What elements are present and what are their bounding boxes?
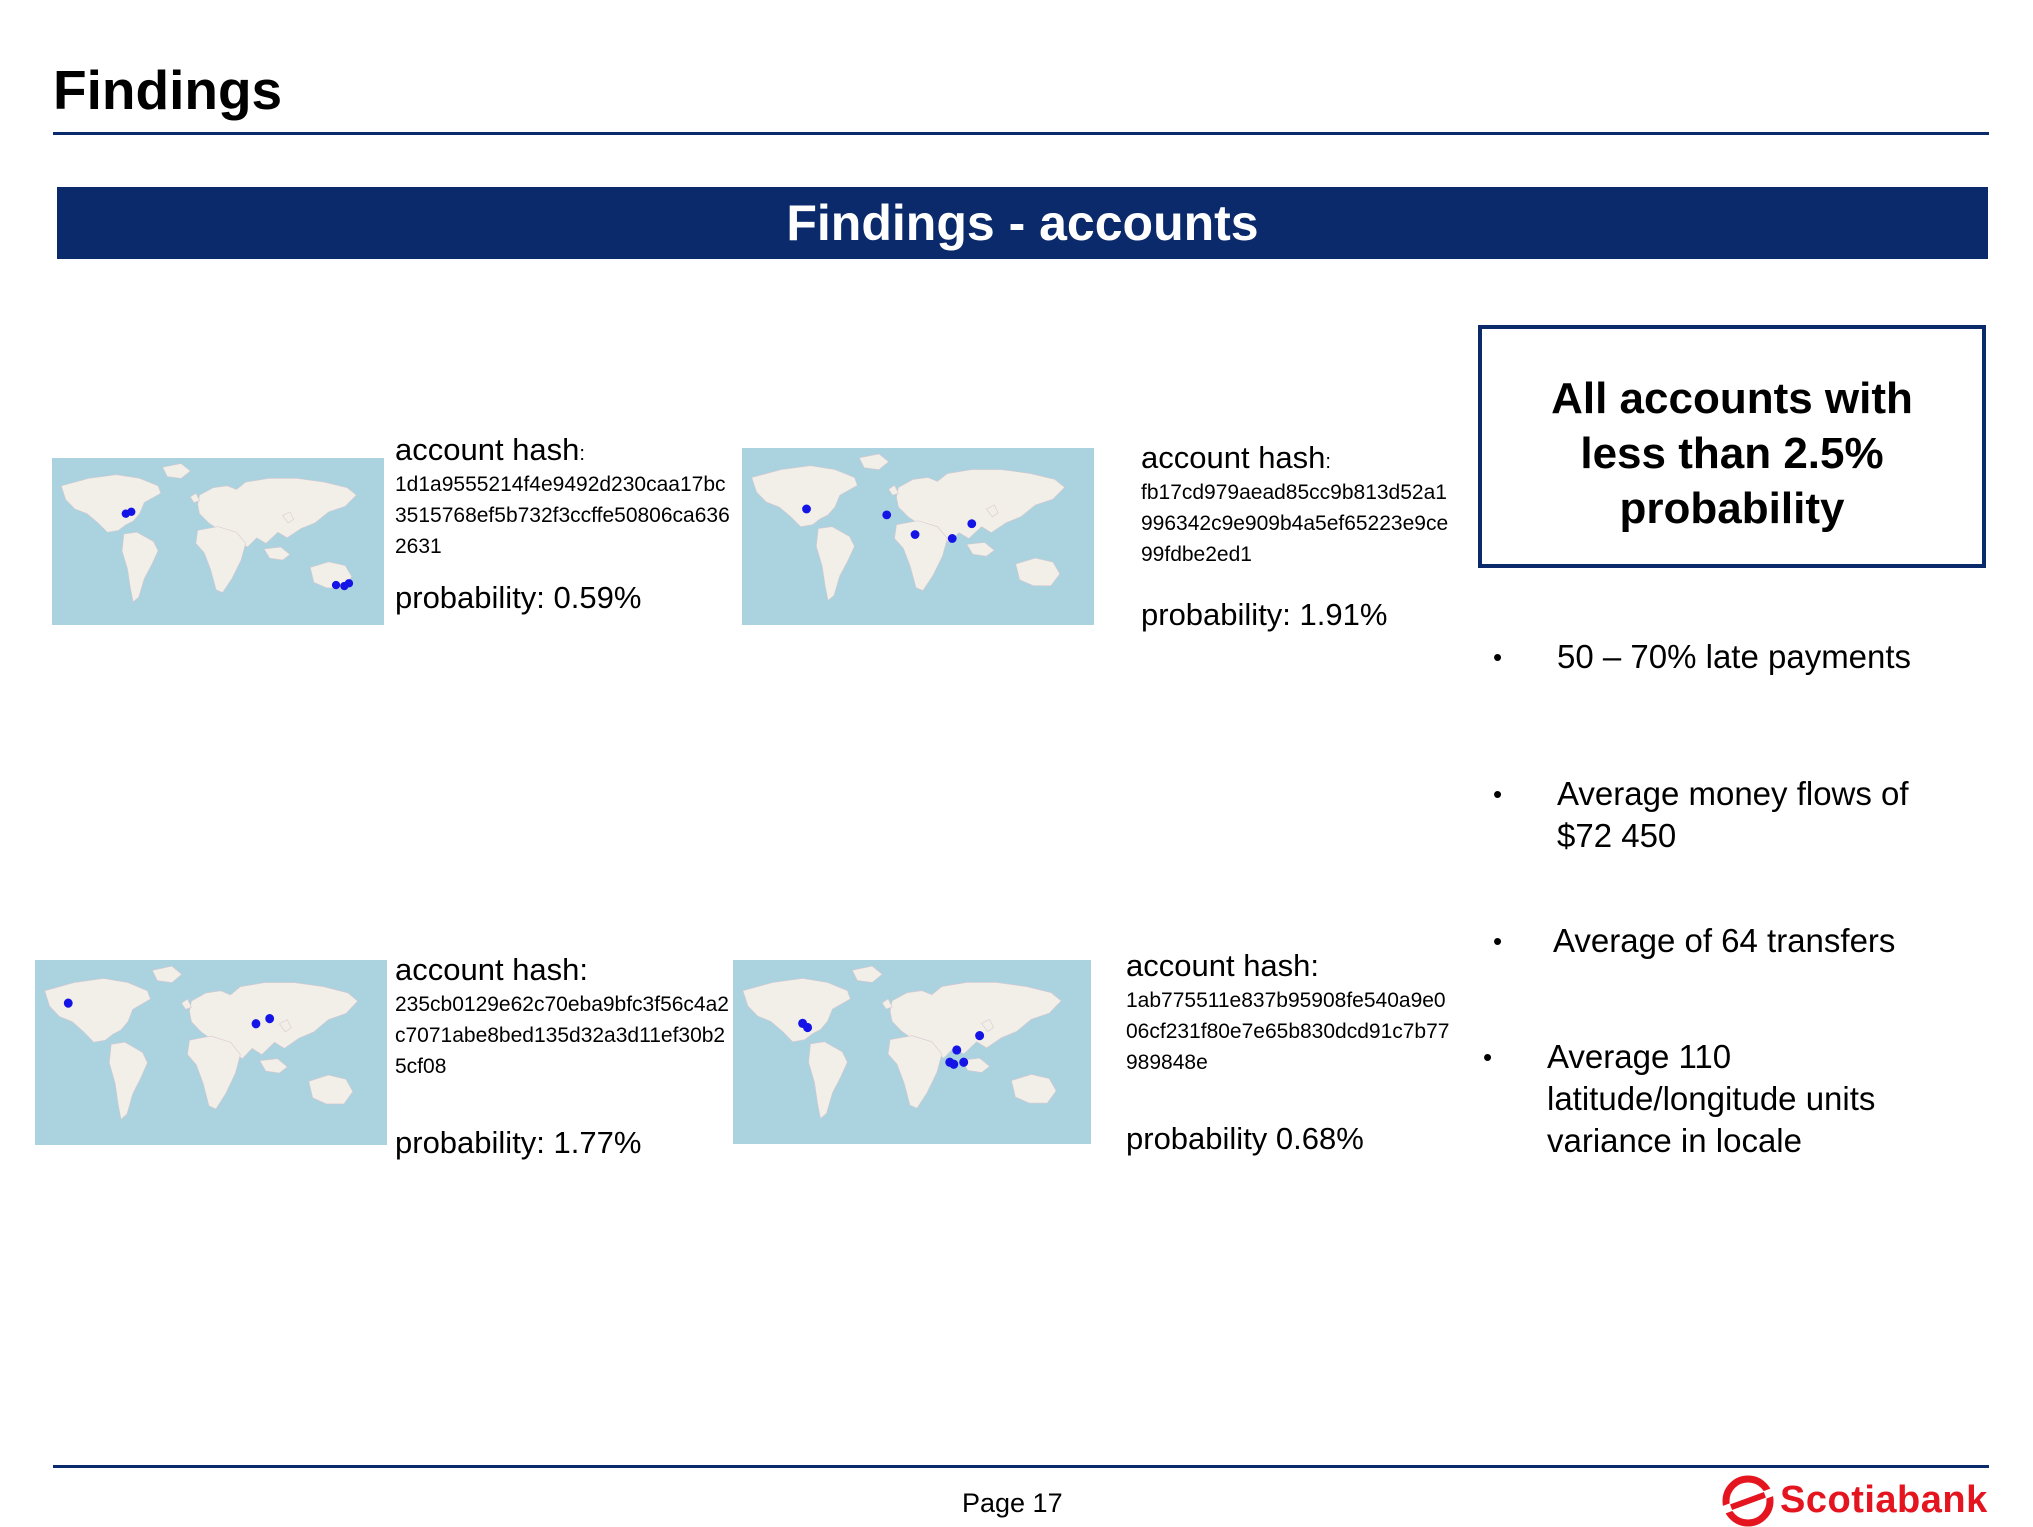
account-hash-colon: :: [579, 443, 585, 465]
bullet-dot-icon: •: [1493, 642, 1503, 672]
account-hash-label-2: account hash:: [1141, 440, 1331, 476]
location-dot-icon: [63, 998, 73, 1008]
account-hash-label-text: account hash:: [395, 952, 589, 987]
summary-bullet-2: • Average money flows of $72 450: [1493, 773, 1973, 863]
account-probability-1: probability: 0.59%: [395, 580, 642, 615]
summary-callout-line: All accounts with: [1551, 374, 1913, 423]
account-map-4: [733, 960, 1091, 1144]
account-map-3: [35, 960, 387, 1145]
account-hash-label-text: account hash: [395, 432, 580, 467]
page-title: Findings: [53, 59, 283, 121]
location-dot-icon: [882, 510, 892, 520]
summary-bullet-text: latitude/longitude units: [1547, 1080, 1876, 1117]
account-hash-colon: :: [1325, 451, 1331, 473]
world-map-icon: [35, 960, 387, 1145]
world-map-landmass: [60, 463, 357, 603]
header-divider: [53, 132, 1989, 135]
summary-callout-line: probability: [1619, 484, 1845, 533]
summary-bullet-text: 50 – 70% late payments: [1557, 638, 1912, 675]
account-probability-4: probability 0.68%: [1126, 1121, 1364, 1156]
location-dot-icon: [265, 1013, 275, 1024]
account-hash-label-3: account hash:: [395, 952, 588, 988]
summary-callout-box: All accounts with less than 2.5% probabi…: [1478, 325, 1986, 568]
summary-bullet-text: $72 450: [1557, 817, 1677, 854]
account-hash-value-3: 235cb0129e62c70eba9bfc3f56c4a2c7071abe8b…: [395, 993, 729, 1078]
scotiabank-s-icon: [1722, 1475, 1774, 1527]
account-hash-label-text: account hash:: [1126, 948, 1320, 983]
account-hash-value-1: 1d1a9555214f4e9492d230caa17bc3515768ef5b…: [395, 473, 730, 558]
account-hash-label-1: account hash:: [395, 432, 585, 468]
summary-bullet-text: variance in locale: [1547, 1122, 1802, 1159]
summary-bullet-4: • Average 110 latitude/longitude units v…: [1483, 1036, 1973, 1166]
summary-bullet-text: Average of 64 transfers: [1553, 922, 1896, 959]
location-dot-icon: [127, 507, 136, 516]
location-dot-icon: [910, 530, 920, 539]
brand-logo: Scotiabank: [1722, 1475, 1992, 1527]
account-hash-label-text: account hash: [1141, 440, 1326, 475]
location-dot-icon: [952, 1045, 962, 1055]
summary-bullet-text: Average 110: [1547, 1038, 1732, 1075]
location-dot-icon: [251, 1019, 261, 1029]
location-dot-icon: [331, 580, 341, 590]
location-dot-icon: [947, 534, 957, 543]
page-number: Page 17: [962, 1488, 1063, 1518]
footer-divider: [53, 1465, 1989, 1468]
location-dot-icon: [802, 504, 811, 514]
location-dot-icon: [967, 519, 977, 529]
account-hash-value-2: fb17cd979aead85cc9b813d52a1996342c9e909b…: [1141, 481, 1449, 566]
world-map-landmass: [751, 453, 1066, 601]
summary-bullet-text: Average money flows of: [1557, 775, 1909, 812]
location-dot-icon: [344, 579, 354, 588]
account-map-1: [52, 458, 384, 625]
account-hash-label-4: account hash:: [1126, 948, 1319, 984]
bullet-dot-icon: •: [1493, 926, 1503, 956]
account-probability-2: probability: 1.91%: [1141, 597, 1388, 632]
location-dot-icon: [975, 1031, 985, 1041]
world-map-icon: [742, 448, 1094, 625]
bullet-dot-icon: •: [1493, 779, 1503, 809]
brand-wordmark: Scotiabank: [1780, 1479, 1988, 1521]
world-map-landmass: [742, 965, 1062, 1120]
account-hash-value-4: 1ab775511e837b95908fe540a9e006cf231f80e7…: [1126, 989, 1450, 1074]
location-dot-icon: [959, 1057, 969, 1067]
summary-bullet-1: • 50 – 70% late payments: [1493, 636, 1973, 681]
section-banner: Findings - accounts: [57, 187, 1988, 259]
world-map-icon: [733, 960, 1091, 1144]
summary-bullet-3: • Average of 64 transfers: [1493, 920, 1973, 965]
summary-callout-line: less than 2.5%: [1580, 429, 1884, 478]
bullet-dot-icon: •: [1483, 1042, 1493, 1072]
account-probability-3: probability: 1.77%: [395, 1125, 642, 1160]
world-map-icon: [52, 458, 384, 625]
location-dot-icon: [803, 1022, 813, 1033]
location-dot-icon: [949, 1059, 959, 1069]
account-map-2: [742, 448, 1094, 625]
